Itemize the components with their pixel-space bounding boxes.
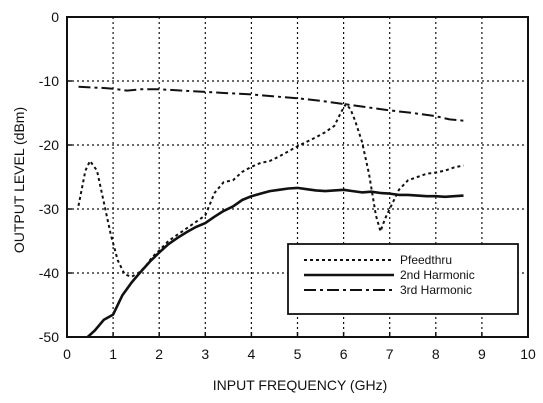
x-tick-label: 9 <box>478 346 486 362</box>
x-tick-label: 4 <box>248 346 256 362</box>
x-tick-label: 5 <box>294 346 302 362</box>
y-axis-title: OUTPUT LEVEL (dBm) <box>11 107 27 253</box>
x-tick-label: 8 <box>432 346 440 362</box>
x-tick-label: 6 <box>340 346 348 362</box>
series-layer <box>77 85 464 337</box>
y-tick-label: -20 <box>39 137 59 153</box>
series-line-3rd-harmonic <box>78 85 464 122</box>
y-tick-label: -40 <box>39 265 59 281</box>
y-tick-label: -30 <box>39 201 59 217</box>
series-line-2nd-harmonic <box>86 186 464 337</box>
y-tick-label: -10 <box>39 73 59 89</box>
series-line-pfeedthru <box>77 103 464 278</box>
x-tick-label: 7 <box>386 346 394 362</box>
legend-box <box>287 243 519 315</box>
x-tick-label: 2 <box>155 346 163 362</box>
y-tick-label: 0 <box>51 9 59 25</box>
axes: 0 1 2 3 4 5 6 7 8 9 10 0 -10 -20 -30 -40 -50 <box>39 9 536 362</box>
x-tick-label: 0 <box>63 346 71 362</box>
legend-label: Pfeedthru <box>400 253 452 267</box>
y-tick-label: -50 <box>39 329 59 345</box>
x-tick-label: 1 <box>109 346 117 362</box>
x-axis-title: INPUT FREQUENCY (GHz) <box>213 377 388 393</box>
legend-label: 2nd Harmonic <box>400 268 475 282</box>
x-tick-label: 3 <box>201 346 209 362</box>
x-tick-label: 10 <box>520 346 536 362</box>
legend-label: 3rd Harmonic <box>400 283 472 297</box>
